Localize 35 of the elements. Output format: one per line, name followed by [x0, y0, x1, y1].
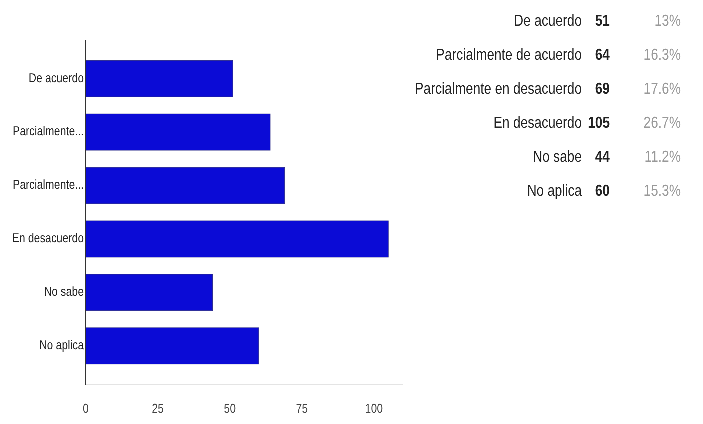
data-label: 44 [595, 149, 611, 167]
x-tick-label: 50 [224, 400, 236, 416]
data-label: 60 [595, 183, 610, 201]
data-label: 64 [595, 47, 611, 65]
category-label: De acuerdo [514, 13, 582, 31]
bar [86, 328, 260, 365]
text: 16.3% [644, 47, 681, 65]
data-label: 51 [595, 13, 610, 31]
bar [86, 167, 286, 204]
text: 26.7% [644, 115, 681, 133]
y-tick-label: Parcialmente... [12, 177, 84, 192]
category-label: En desacuerdo [494, 115, 582, 133]
text: 11.2% [644, 149, 681, 167]
text: 13% [654, 13, 681, 31]
bar [86, 60, 234, 98]
category-label: No sabe [533, 149, 582, 167]
text: 17.6% [644, 81, 681, 99]
y-tick-label: Parcialmente... [12, 124, 84, 140]
data-label: 105 [588, 115, 610, 133]
y-tick-label: De acuerdo [28, 70, 84, 86]
x-tick-label: 25 [152, 400, 164, 416]
bar [86, 220, 389, 258]
y-tick-label: No aplica [40, 338, 84, 353]
x-tick-label: 100 [365, 400, 384, 416]
data-label: 69 [595, 81, 610, 99]
x-tick-label: 75 [296, 400, 308, 416]
x-tick-label: 0 [83, 400, 90, 416]
bar [86, 114, 271, 151]
category-label: No aplica [527, 183, 583, 201]
y-tick-label: No sabe [44, 284, 84, 300]
category-label: Parcialmente de acuerdo [436, 47, 582, 65]
y-tick-label: En desacuerdo [12, 230, 84, 246]
text: 15.3% [644, 183, 681, 201]
category-label: Parcialmente en desacuerdo [415, 81, 582, 99]
bar [86, 274, 214, 312]
